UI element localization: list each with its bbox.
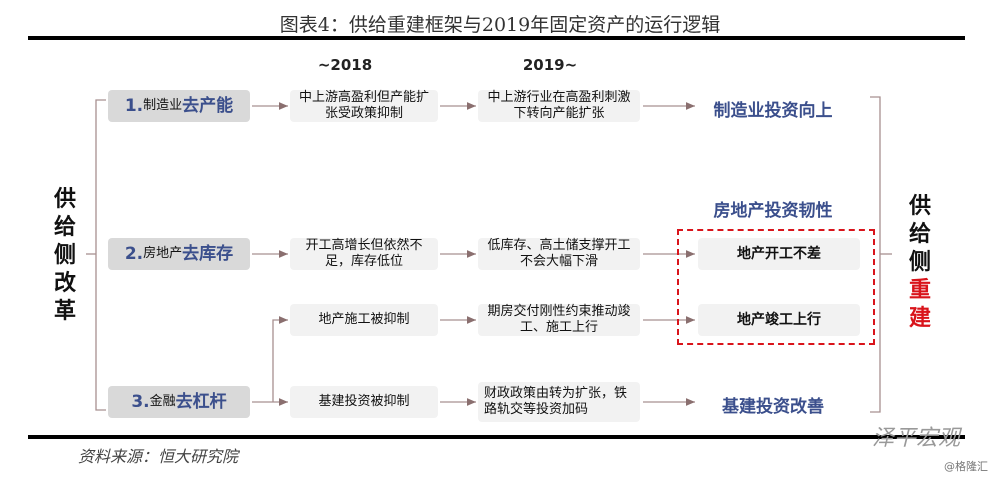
construction-after-box: 期房交付刚性约束推动竣工、施工上行 xyxy=(478,304,640,336)
top-rule xyxy=(28,36,965,40)
watermark-secondary: @格隆汇 xyxy=(944,460,988,473)
watermark: 泽平宏观 xyxy=(871,426,960,451)
real-estate-destock-box: 2. 房地产 去库存 xyxy=(108,238,250,270)
finance-deleverage-box: 3. 金融 去杠杆 xyxy=(108,386,250,418)
real-estate-before-box: 开工高增长但依然不足，库存低位 xyxy=(290,238,438,270)
header-2019: 2019~ xyxy=(522,56,578,74)
supply-side-rebuild-label: 供给侧重建 xyxy=(908,194,931,331)
real-estate-start-result: 地产开工不差 xyxy=(698,238,860,270)
bottom-rule xyxy=(28,435,965,439)
manufacturing-after-box: 中上游行业在高盈利刺激下转向产能扩张 xyxy=(478,90,640,122)
real-estate-after-box: 低库存、高土储支撑开工不会大幅下滑 xyxy=(478,238,640,270)
real-estate-highlight-box xyxy=(677,229,875,345)
figure-title: 图表4：供给重建框架与2019年固定资产的运行逻辑 xyxy=(279,14,721,36)
real-estate-resilience-label: 房地产投资韧性 xyxy=(713,201,833,221)
manufacturing-capacity-cut-box: 1. 制造业 去产能 xyxy=(108,90,250,122)
header-2018: ~2018 xyxy=(317,56,373,74)
manufacturing-result: 制造业投资向上 xyxy=(713,101,833,121)
infrastructure-before-box: 基建投资被抑制 xyxy=(290,386,438,418)
manufacturing-before-box: 中上游高盈利但产能扩张受政策抑制 xyxy=(290,90,438,122)
construction-before-box: 地产施工被抑制 xyxy=(290,304,438,336)
source-note: 资料来源：恒大研究院 xyxy=(78,447,239,466)
completion-result: 地产竣工上行 xyxy=(698,304,860,336)
infrastructure-result: 基建投资改善 xyxy=(722,397,824,417)
supply-side-reform-label: 供给侧改革 xyxy=(53,187,76,324)
infrastructure-after-box: 财政政策由转为扩张，铁路轨交等投资加码 xyxy=(478,382,640,422)
